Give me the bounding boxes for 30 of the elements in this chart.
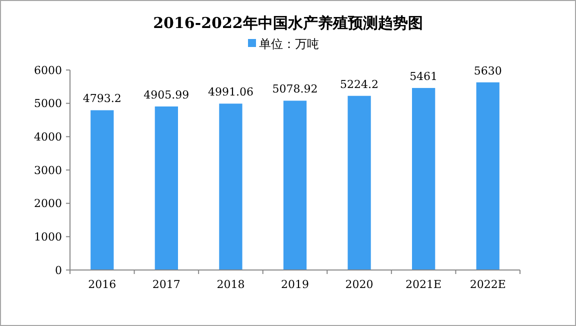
- x-tick-label: 2022E: [470, 278, 506, 291]
- y-tick-label: 4000: [34, 130, 62, 144]
- x-tick-label: 2021E: [406, 278, 442, 291]
- y-tick-label: 6000: [34, 64, 62, 77]
- bar: [219, 104, 242, 270]
- x-tick-label: 2017: [152, 278, 180, 291]
- data-label: 4905.99: [144, 88, 190, 102]
- bar: [154, 106, 178, 270]
- x-tick-label: 2018: [216, 278, 245, 291]
- data-label: 5630: [474, 64, 502, 78]
- bar: [283, 100, 307, 270]
- bar: [412, 88, 436, 270]
- chart-title: 2016-2022年中国水产养殖预测趋势图: [153, 14, 423, 32]
- x-tick-label: 2020: [345, 278, 374, 291]
- y-tick-label: 0: [55, 264, 62, 277]
- x-tick-label: 2019: [281, 278, 309, 291]
- data-label: 4793.2: [82, 92, 122, 106]
- bar: [348, 96, 371, 270]
- y-tick-label: 3000: [34, 164, 62, 177]
- data-label: 5224.2: [340, 78, 379, 91]
- data-label: 5078.92: [272, 82, 318, 96]
- data-label: 4991.06: [208, 86, 254, 99]
- y-tick-label: 2000: [34, 197, 62, 210]
- bar: [90, 110, 114, 270]
- x-tick-label: 2016: [88, 278, 116, 291]
- y-tick-label: 1000: [34, 230, 62, 244]
- data-label: 5461: [410, 70, 438, 83]
- legend-label: 单位：万吨: [259, 37, 319, 51]
- bar: [476, 82, 500, 270]
- y-tick-label: 5000: [34, 97, 62, 110]
